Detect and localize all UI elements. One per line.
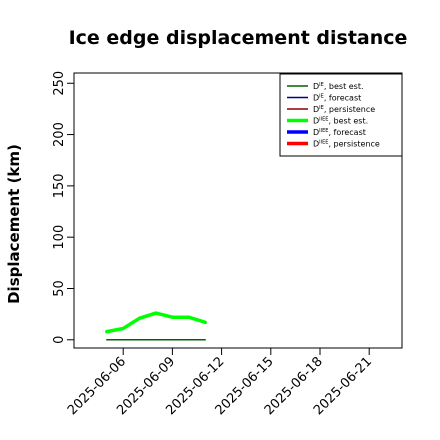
chart-title: Ice edge displacement distance [69,27,408,49]
series-line [105,311,207,334]
legend-label: DIE, persistence [313,105,375,114]
y-tick-label: 200 [52,122,67,147]
x-axis: 2025-06-062025-06-092025-06-122025-06-15… [65,348,375,418]
legend: DIE, best est. DIE, forecast DIE, persiste… [279,73,403,157]
y-tick-label: 150 [52,173,67,198]
legend-label: DIE, best est. [313,82,364,91]
y-axis-label: Displacement (km) [5,144,23,304]
plot-area [73,72,403,349]
y-axis: 0 50 100 150 200 250 [52,71,74,344]
legend-label: DIE, forecast [313,94,361,103]
y-tick-label: 100 [52,225,67,250]
y-tick-label: 50 [52,280,67,297]
legend-label: DIIEE, persistence [313,140,380,149]
legend-label: DIIEE, best est. [313,117,368,126]
y-tick-label: 0 [52,336,67,344]
series-layer [105,311,207,341]
y-tick-label: 250 [52,71,67,96]
legend-label: DIIEE, forecast [313,128,366,137]
